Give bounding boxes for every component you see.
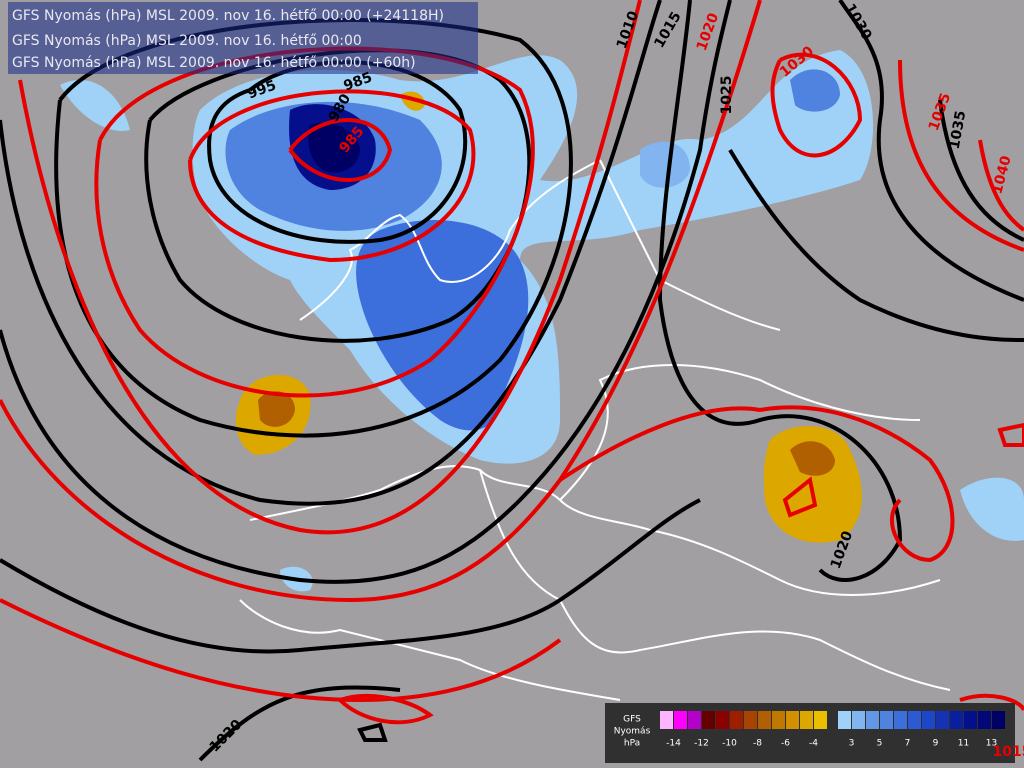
legend-title: Nyomás bbox=[614, 727, 651, 737]
legend-label: 7 bbox=[905, 739, 911, 749]
legend-swatch bbox=[950, 711, 963, 729]
legend-label: 11 bbox=[958, 739, 969, 749]
isobar-label: 1035 bbox=[947, 109, 970, 150]
legend-swatch bbox=[772, 711, 785, 729]
legend-swatch bbox=[964, 711, 977, 729]
legend-swatch bbox=[674, 711, 687, 729]
isobar-label: 1025 bbox=[719, 76, 735, 115]
header-line: GFS Nyomás (hPa) MSL 2009. nov 16. hétfő… bbox=[12, 55, 416, 71]
legend-label: -4 bbox=[809, 739, 818, 749]
legend-label: -8 bbox=[753, 739, 762, 749]
legend-swatch bbox=[716, 711, 729, 729]
legend-swatch bbox=[978, 711, 991, 729]
legend-swatch bbox=[992, 711, 1005, 729]
legend-label: -14 bbox=[666, 739, 681, 749]
legend-swatch bbox=[814, 711, 827, 729]
legend-swatch bbox=[800, 711, 813, 729]
legend-label: 9 bbox=[933, 739, 939, 749]
legend-swatch bbox=[894, 711, 907, 729]
legend-swatch bbox=[852, 711, 865, 729]
negative-anomaly-areas bbox=[60, 50, 1024, 592]
legend-swatch bbox=[866, 711, 879, 729]
header-line: GFS Nyomás (hPa) MSL 2009. nov 16. hétfő… bbox=[12, 8, 444, 24]
isobar-label-previous: 1015 bbox=[993, 744, 1024, 760]
legend-swatch bbox=[660, 711, 673, 729]
legend-swatch bbox=[838, 711, 851, 729]
legend-swatch bbox=[744, 711, 757, 729]
legend-swatch bbox=[936, 711, 949, 729]
legend-swatch bbox=[730, 711, 743, 729]
legend-swatch bbox=[702, 711, 715, 729]
legend: GFS Nyomás hPa -14 -12 -10 -8 -6 -4 3 5 7 9 11 13 bbox=[605, 703, 1015, 763]
header-box bbox=[8, 2, 478, 74]
legend-title: hPa bbox=[624, 739, 640, 749]
legend-swatch bbox=[688, 711, 701, 729]
legend-label: -10 bbox=[722, 739, 737, 749]
legend-label: -6 bbox=[781, 739, 790, 749]
legend-swatch bbox=[880, 711, 893, 729]
legend-title: GFS bbox=[623, 715, 641, 725]
legend-swatch bbox=[786, 711, 799, 729]
legend-label: 13 bbox=[986, 739, 997, 749]
legend-swatch bbox=[922, 711, 935, 729]
legend-label: -12 bbox=[694, 739, 709, 749]
legend-swatch bbox=[908, 711, 921, 729]
legend-label: 5 bbox=[877, 739, 883, 749]
header-line: GFS Nyomás (hPa) MSL 2009. nov 16. hétfő… bbox=[12, 33, 362, 49]
legend-label: 3 bbox=[849, 739, 855, 749]
legend-swatch bbox=[758, 711, 771, 729]
